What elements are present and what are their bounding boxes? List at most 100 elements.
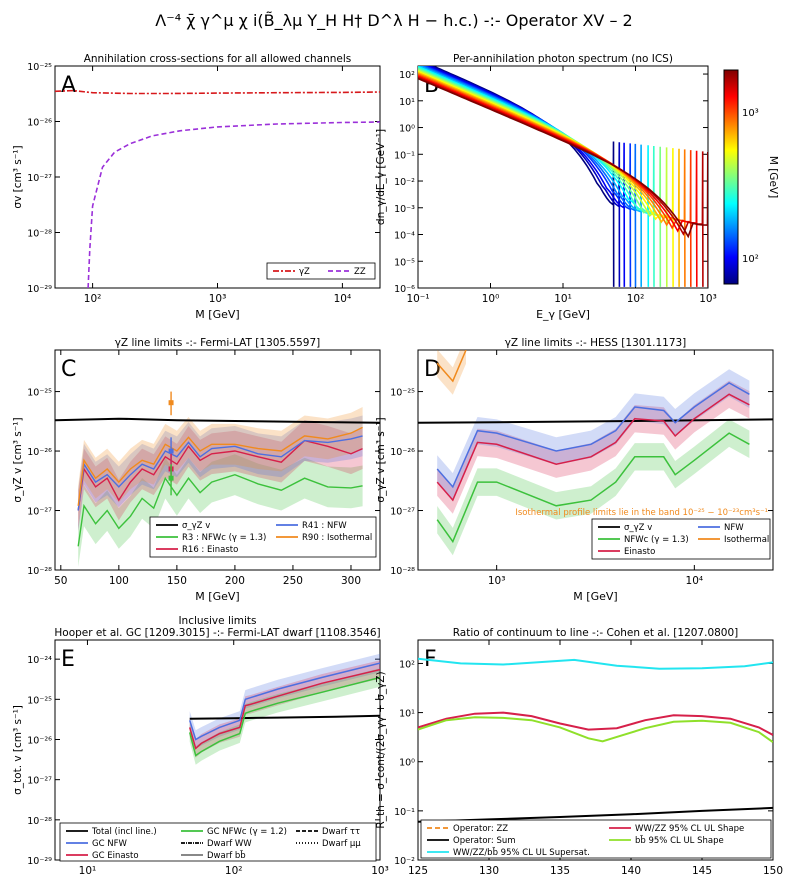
x-tick-label: 300 xyxy=(341,575,361,587)
y-tick-label: 10² xyxy=(399,659,415,670)
spectrum-line xyxy=(418,71,680,287)
error-point xyxy=(168,475,174,481)
legend-label: Dwarf μμ xyxy=(322,839,361,849)
legend-label: σ_γZ v xyxy=(182,521,210,531)
y-tick-label: 10⁰ xyxy=(399,758,415,769)
panel-frame xyxy=(417,349,774,571)
x-tick-label: 135 xyxy=(550,865,570,877)
panel-title: Ratio of continuum to line -:- Cohen et … xyxy=(453,627,739,639)
spectrum-line xyxy=(418,75,698,287)
panel-frame xyxy=(54,65,381,289)
legend-label: R90 : Isothermal xyxy=(302,533,372,543)
x-tick-label: 200 xyxy=(225,575,245,587)
legend-label: σ_γZ v xyxy=(624,523,652,533)
legend-box xyxy=(420,819,772,859)
plot-area xyxy=(55,89,380,288)
y-tick-label: 10⁻²⁷ xyxy=(27,173,52,184)
plot-area xyxy=(418,66,708,287)
x-tick-label: 250 xyxy=(283,575,303,587)
y-axis-label: dn_γ/dE_γ [GeV⁻¹] xyxy=(375,129,387,225)
legend-label: Operator: ZZ xyxy=(453,824,508,834)
x-tick-label: 10² xyxy=(627,293,645,305)
x-tick-label: 150 xyxy=(167,575,187,587)
y-tick-label: 10⁻²⁵ xyxy=(27,695,52,706)
y-tick-label: 10⁻²⁹ xyxy=(27,284,52,295)
y-tick-label: 10⁻⁵ xyxy=(394,257,415,268)
y-axis-label: σ_γZ v [cm³ s⁻¹] xyxy=(12,417,24,502)
panel-title: Annihilation cross-sections for all allo… xyxy=(84,53,352,65)
series-line xyxy=(436,432,750,544)
spectrum-line xyxy=(418,77,708,287)
spectrum-line xyxy=(418,74,692,287)
y-tick-label: 10⁻²⁸ xyxy=(27,229,52,240)
y-tick-label: 10⁻² xyxy=(394,856,415,867)
plot-area xyxy=(418,350,773,556)
y-tick-label: 10¹ xyxy=(399,97,415,108)
series-line xyxy=(188,676,380,757)
x-axis-label: E_γ [GeV] xyxy=(536,308,590,321)
panel-title: Inclusive limits xyxy=(178,615,256,627)
y-axis-label: σ_tot. v [cm³ s⁻¹] xyxy=(12,705,24,795)
series-line xyxy=(436,393,750,502)
legend-label: R3 : NFWc (γ = 1.3) xyxy=(182,533,266,543)
x-tick-label: 50 xyxy=(54,575,67,587)
panel-letter: E xyxy=(61,647,75,672)
panel-letter: D xyxy=(424,357,441,382)
series-line xyxy=(55,89,380,95)
spectrum-line xyxy=(418,68,662,287)
panel-D: DγZ line limits -:- HESS [1301.1173] M [G… xyxy=(375,337,774,603)
error-point xyxy=(168,400,174,406)
panel-title: γZ line limits -:- HESS [1301.1173] xyxy=(505,337,687,349)
legend-label: Isothermal xyxy=(724,535,769,545)
error-band xyxy=(437,350,466,395)
y-tick-label: 10⁻²⁵ xyxy=(27,388,52,399)
x-tick-label: 10⁻¹ xyxy=(406,293,429,305)
error-band xyxy=(78,454,363,567)
x-tick-label: 130 xyxy=(479,865,499,877)
x-tick-label: 10⁴ xyxy=(686,575,704,587)
spectrum-line xyxy=(418,70,674,287)
spectrum-line xyxy=(418,69,668,287)
series-line xyxy=(418,418,773,424)
colorbar-label: M [GeV] xyxy=(767,156,779,198)
series-line xyxy=(436,382,750,489)
spectrum-line xyxy=(418,73,686,287)
legend-box xyxy=(266,262,376,280)
error-band xyxy=(437,380,750,514)
series-line xyxy=(188,668,380,750)
legend-label: Dwarf bb̄ xyxy=(207,849,246,861)
y-tick-label: 10⁻²⁸ xyxy=(27,816,52,827)
legend-box xyxy=(591,518,771,560)
y-tick-label: 10⁻²⁶ xyxy=(27,118,52,129)
legend-label: ZZ xyxy=(354,267,366,277)
y-tick-label: 10⁻³ xyxy=(394,204,415,215)
y-tick-label: 10⁻²⁷ xyxy=(27,507,52,518)
plot-area xyxy=(55,391,380,567)
error-band xyxy=(437,419,750,556)
error-band xyxy=(437,369,750,501)
panel-title: Per-annihilation photon spectrum (no ICS… xyxy=(453,53,673,65)
y-tick-label: 10⁻²⁶ xyxy=(27,447,52,458)
x-tick-label: 140 xyxy=(621,865,641,877)
spectrum-line xyxy=(418,76,704,287)
legend-label: WW/ZZ 95% CL UL Shape xyxy=(635,824,744,834)
error-point xyxy=(168,448,174,454)
legend: σ_γZ v NFWc (γ = 1.3) Einasto NFW Isothermal xyxy=(591,518,771,560)
panels: A Annihilation cross-sections for all all… xyxy=(12,53,783,877)
series-line xyxy=(55,417,380,424)
panel-subtitle: Hooper et al. GC [1209.3015] -:- Fermi-L… xyxy=(54,627,380,639)
series-line xyxy=(418,657,773,670)
x-axis-label: M [GeV] xyxy=(573,590,617,603)
colorbar xyxy=(723,69,739,285)
y-tick-label: 10⁻²⁷ xyxy=(390,507,415,518)
y-tick-label: 10¹ xyxy=(399,709,415,720)
x-axis-label: M [GeV] xyxy=(195,590,239,603)
y-tick-label: 10⁻²⁷ xyxy=(27,776,52,787)
series-line xyxy=(436,350,467,383)
x-tick-label: 10¹ xyxy=(79,865,97,877)
y-tick-label: 10⁻⁴ xyxy=(394,231,415,242)
spectrum-line xyxy=(426,66,626,287)
